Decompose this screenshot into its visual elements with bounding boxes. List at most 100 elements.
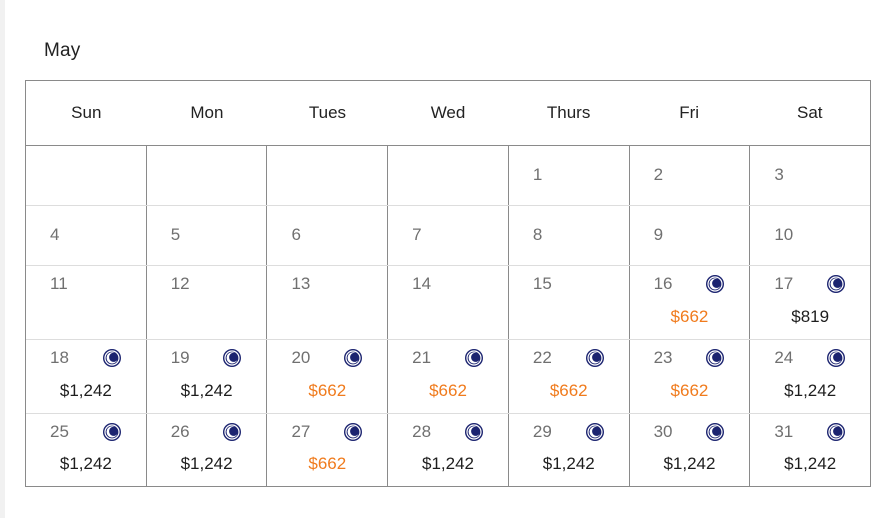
price: $1,242 — [180, 454, 233, 473]
weekday-sat: Sat — [796, 103, 823, 122]
moon-icon — [705, 274, 725, 294]
calendar-day-20[interactable]: 20 $662 — [267, 340, 389, 413]
day-number: 18 — [50, 348, 69, 367]
calendar-day-3[interactable]: 3 — [750, 146, 870, 205]
calendar-day-4[interactable]: 4 — [26, 206, 147, 265]
moon-icon — [102, 422, 122, 442]
week-row: 11 12 13 14 15 16 $662 17 $819 — [26, 266, 870, 340]
calendar-day-18[interactable]: 18 $1,242 — [26, 340, 147, 413]
weekday-mon: Mon — [190, 103, 224, 122]
calendar-day-17[interactable]: 17 $819 — [750, 266, 870, 339]
weekday-thurs: Thurs — [546, 103, 591, 122]
day-number: 5 — [170, 225, 181, 244]
calendar-day-2[interactable]: 2 — [630, 146, 751, 205]
week-row: 4 5 6 7 8 9 10 — [26, 206, 870, 266]
calendar-day-28[interactable]: 28 $1,242 — [388, 414, 509, 487]
price-low: $662 — [429, 381, 467, 400]
calendar-day-19[interactable]: 19 $1,242 — [147, 340, 268, 413]
calendar-day-27[interactable]: 27 $662 — [267, 414, 389, 487]
moon-icon — [222, 348, 242, 368]
calendar-day-30[interactable]: 30 $1,242 — [630, 414, 751, 487]
week-row: 25 $1,242 26 $1,242 27 $662 28 $1,242 29 $1,242 30… — [26, 414, 870, 487]
moon-icon — [585, 348, 605, 368]
calendar-empty-tues — [267, 146, 389, 205]
day-number: 3 — [774, 165, 784, 184]
day-number: 16 — [653, 274, 673, 293]
week-row: 18 $1,242 19 $1,242 20 $662 21 $662 22 $662 23 $662… — [26, 340, 870, 414]
week-row: 1 2 3 — [26, 146, 870, 206]
month-title: May — [44, 40, 81, 61]
calendar-day-23[interactable]: 23 $662 — [630, 340, 751, 413]
moon-icon — [826, 274, 846, 294]
price: $1,242 — [59, 381, 112, 400]
price-low: $662 — [308, 454, 347, 473]
weekday-header: Sun Mon Tues Wed Thurs Fri Sat — [26, 81, 870, 146]
weekday-fri: Fri — [679, 103, 700, 122]
day-number: 4 — [50, 225, 60, 244]
moon-icon — [826, 422, 846, 442]
price-low: $662 — [670, 381, 709, 400]
calendar-day-29[interactable]: 29 $1,242 — [509, 414, 630, 487]
price: $819 — [791, 307, 830, 326]
moon-icon — [464, 422, 484, 442]
moon-icon — [585, 422, 605, 442]
calendar-day-11[interactable]: 11 — [26, 266, 147, 339]
calendar-empty-sun — [26, 146, 147, 205]
calendar-day-25[interactable]: 25 $1,242 — [26, 414, 147, 487]
day-number: 23 — [653, 348, 673, 367]
calendar-day-10[interactable]: 10 — [750, 206, 870, 265]
calendar-day-26[interactable]: 26 $1,242 — [147, 414, 268, 487]
day-number: 27 — [291, 422, 311, 441]
calendar-day-31[interactable]: 31 $1,242 — [750, 414, 870, 487]
day-number: 26 — [170, 422, 190, 441]
calendar-day-15[interactable]: 15 — [509, 266, 630, 339]
calendar-day-12[interactable]: 12 — [147, 266, 268, 339]
calendar-day-9[interactable]: 9 — [630, 206, 751, 265]
calendar-day-22[interactable]: 22 $662 — [509, 340, 630, 413]
day-number: 14 — [412, 274, 432, 293]
calendar-day-21[interactable]: 21 $662 — [388, 340, 509, 413]
price-low: $662 — [308, 381, 347, 400]
price: $1,242 — [784, 454, 837, 473]
day-number: 31 — [774, 422, 794, 441]
price-low: $662 — [670, 307, 709, 326]
moon-icon — [826, 348, 846, 368]
day-number: 28 — [412, 422, 432, 441]
left-border — [0, 0, 5, 518]
calendar-day-13[interactable]: 13 — [267, 266, 389, 339]
calendar-day-1[interactable]: 1 — [509, 146, 630, 205]
day-number: 1 — [532, 165, 543, 184]
day-number: 17 — [774, 274, 794, 293]
day-number: 19 — [170, 348, 190, 367]
weekday-wed: Wed — [430, 103, 466, 122]
price: $1,242 — [180, 381, 233, 400]
day-number: 8 — [532, 225, 543, 244]
moon-icon — [343, 422, 363, 442]
moon-icon — [464, 348, 484, 368]
price: $1,242 — [784, 381, 837, 400]
price: $1,242 — [663, 454, 716, 473]
price: $1,242 — [422, 454, 475, 473]
calendar-day-6[interactable]: 6 — [267, 206, 389, 265]
day-number: 10 — [774, 225, 794, 244]
day-number: 21 — [412, 348, 432, 367]
calendar-day-7[interactable]: 7 — [388, 206, 509, 265]
price-low: $662 — [549, 381, 588, 400]
day-number: 25 — [50, 422, 69, 441]
day-number: 15 — [532, 274, 552, 293]
day-number: 20 — [291, 348, 311, 367]
calendar-day-16[interactable]: 16 $662 — [630, 266, 751, 339]
calendar-day-5[interactable]: 5 — [147, 206, 268, 265]
day-number: 22 — [532, 348, 552, 367]
calendar-day-24[interactable]: 24 $1,242 — [750, 340, 870, 413]
calendar-day-14[interactable]: 14 — [388, 266, 509, 339]
day-number: 12 — [170, 274, 190, 293]
price: $1,242 — [542, 454, 595, 473]
calendar-day-8[interactable]: 8 — [509, 206, 630, 265]
day-number: 7 — [412, 225, 422, 244]
calendar-empty-mon — [147, 146, 268, 205]
day-number: 2 — [653, 165, 664, 184]
moon-icon — [705, 348, 725, 368]
moon-icon — [222, 422, 242, 442]
